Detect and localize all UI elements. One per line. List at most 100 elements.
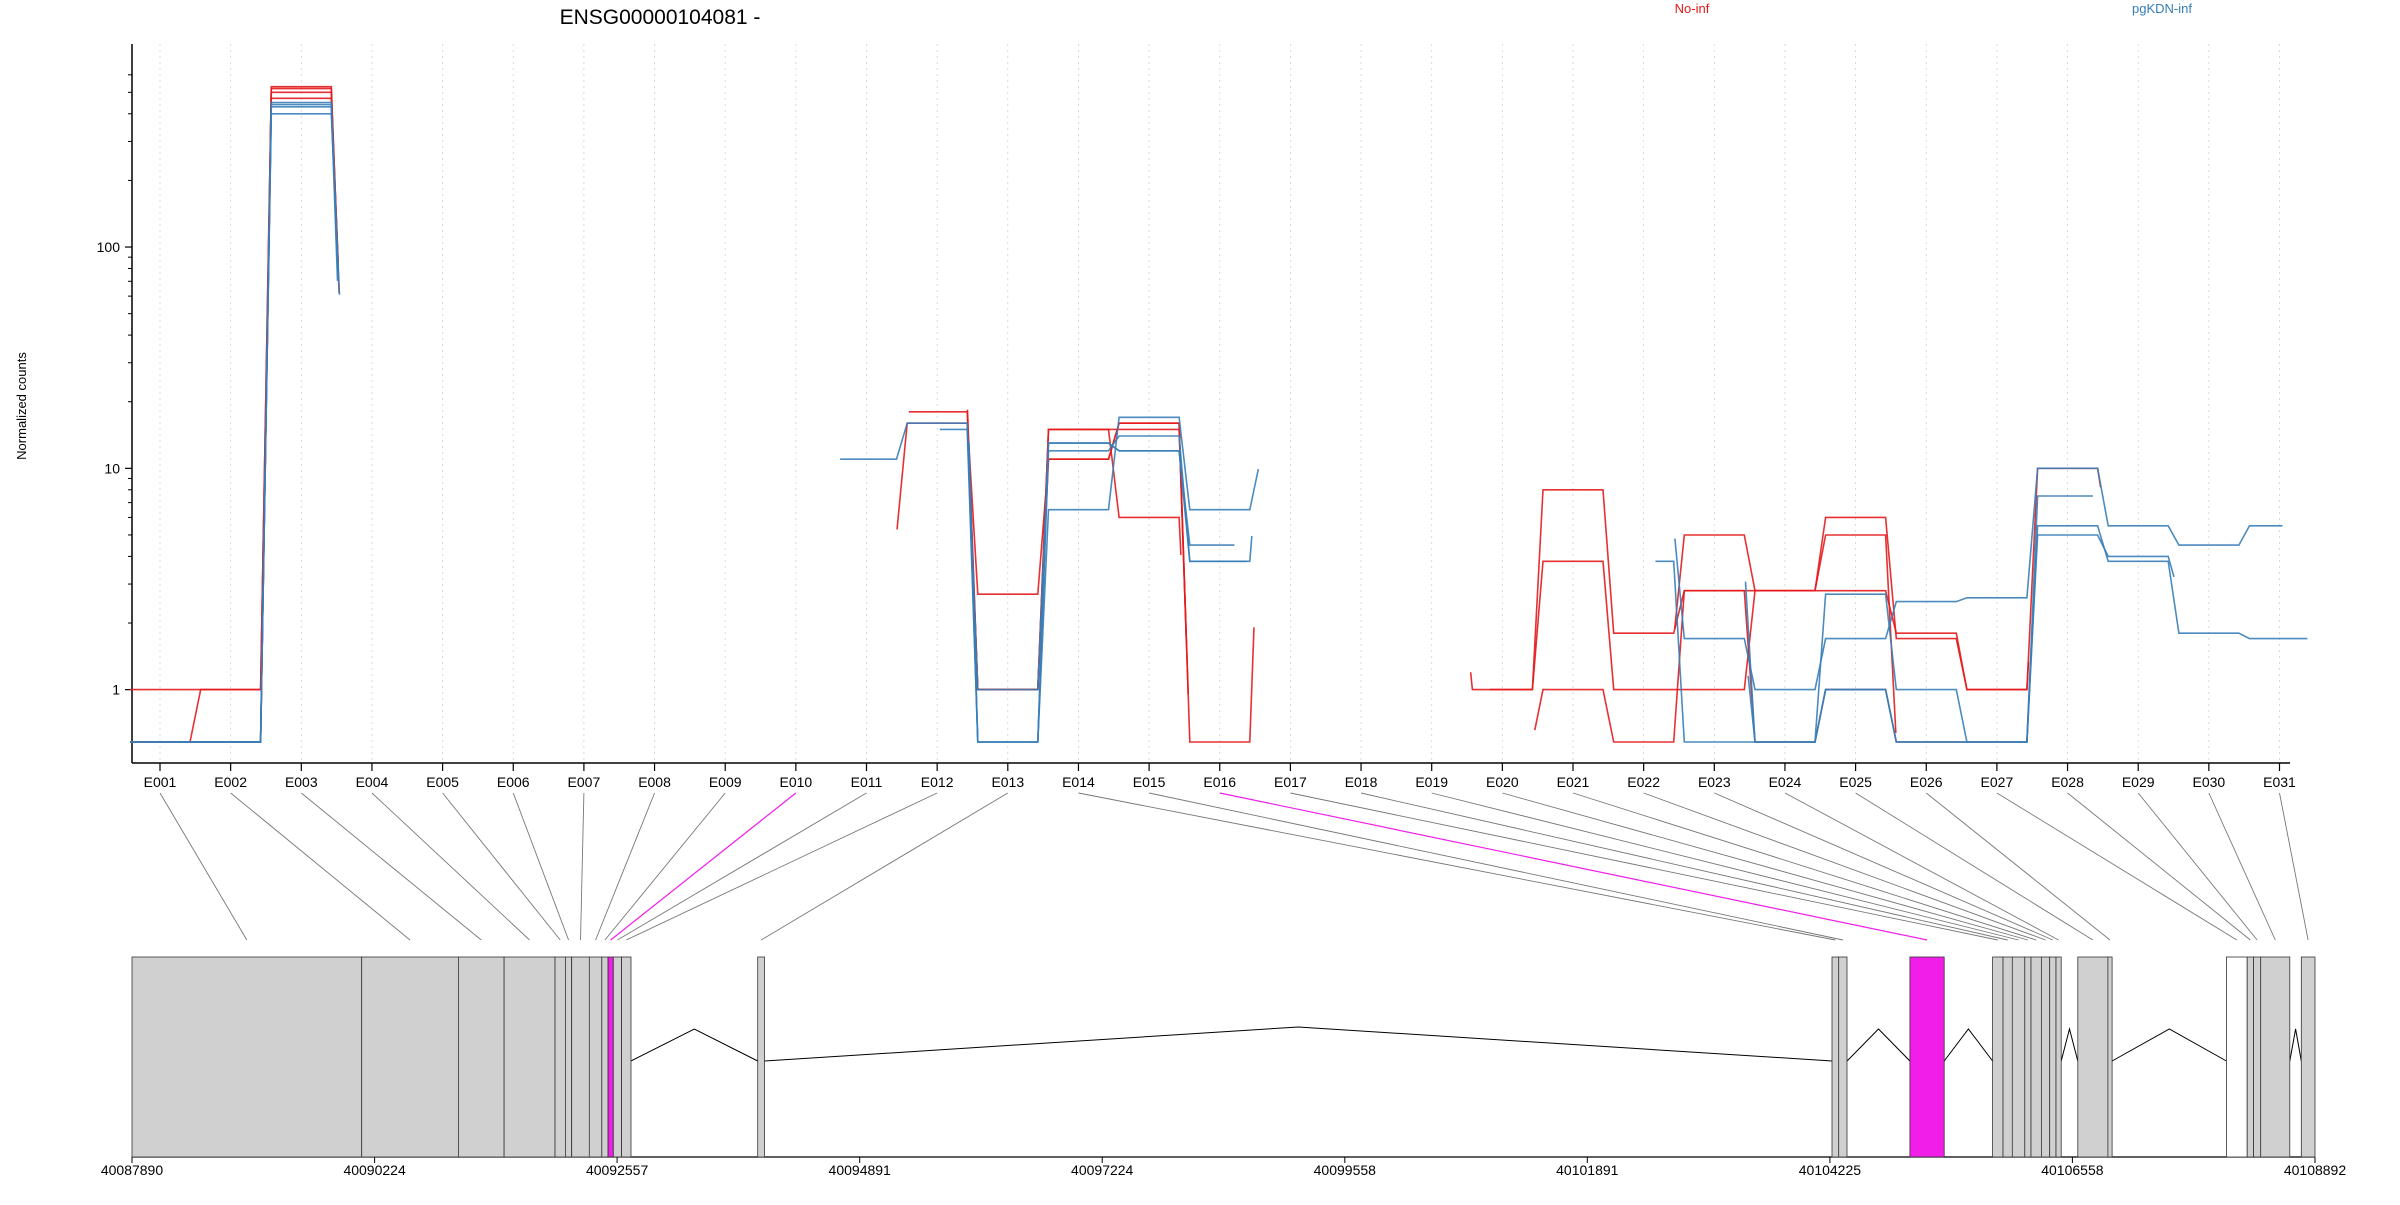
x-tick-label-E014: E014 <box>1062 774 1095 790</box>
series-line-pgKDN-inf-8 <box>130 103 2310 743</box>
connector-E030 <box>2208 792 2276 941</box>
x-tick-label-E015: E015 <box>1133 774 1166 790</box>
x-tick-label-E025: E025 <box>1839 774 1872 790</box>
connector-E018 <box>1360 792 2008 941</box>
series-line-pgKDN-inf-6 <box>130 101 2310 743</box>
exon-box-E026 <box>2107 956 2113 1158</box>
x-tick-label-E006: E006 <box>497 774 530 790</box>
axis-layer: 1 10 100 E001 E002 E003 E004 E005 E006 E007 E008 E0… <box>97 44 2296 790</box>
exon-box-E031 <box>2300 956 2316 1158</box>
connector-E001 <box>159 792 248 941</box>
connector-layer <box>159 792 2309 941</box>
series-line-pgKDN-inf-7 <box>130 106 2310 743</box>
exon-box-E029 <box>2253 956 2262 1158</box>
series-line-No-inf-3 <box>130 87 2310 743</box>
exon-box-E009 <box>601 956 609 1158</box>
genomic-tick-label-40104225: 40104225 <box>1799 1162 1862 1178</box>
connector-E009 <box>604 792 726 941</box>
exon-box-E017 <box>1992 956 2004 1158</box>
legend-no-inf: No-inf <box>1675 1 1710 16</box>
gene-model-layer: 40087890 40090224 40092557 40094891 40097224… <box>101 956 2347 1178</box>
exon-box-E013 <box>757 956 765 1158</box>
exon-box-E028 <box>2246 956 2254 1158</box>
chart-title: ENSG00000104081 - <box>560 6 761 29</box>
connector-E017 <box>1290 792 1998 941</box>
connector-E029 <box>2137 792 2258 941</box>
genomic-tick-label-40094891: 40094891 <box>829 1162 892 1178</box>
exon-box-E006 <box>565 956 573 1158</box>
connector-E015 <box>1149 792 1843 941</box>
exon-box-E023 <box>2049 956 2057 1158</box>
connector-E028 <box>2067 792 2251 941</box>
connector-E026 <box>1925 792 2111 941</box>
genomic-tick-label-40108892: 40108892 <box>2284 1162 2347 1178</box>
x-tick-label-E007: E007 <box>568 774 601 790</box>
y-tick-label-100: 100 <box>97 239 121 255</box>
connector-E002 <box>230 792 411 941</box>
exon-box-E025 <box>2077 956 2109 1158</box>
exon-box-E022 <box>2041 956 2051 1158</box>
x-tick-label-E005: E005 <box>426 774 459 790</box>
x-tick-label-E013: E013 <box>991 774 1024 790</box>
connector-E023 <box>1714 792 2054 941</box>
intron-E030-E031 <box>2289 1028 2302 1062</box>
connector-E012 <box>626 792 938 941</box>
connector-E007 <box>580 792 585 941</box>
connector-E024 <box>1784 792 2059 941</box>
exon-box-E008 <box>588 956 603 1158</box>
x-tick-label-E001: E001 <box>144 774 177 790</box>
x-tick-label-E004: E004 <box>356 774 389 790</box>
connector-E031 <box>2279 792 2309 941</box>
exon-box-E010 <box>607 956 614 1158</box>
x-tick-label-E024: E024 <box>1769 774 1802 790</box>
x-tick-label-E019: E019 <box>1415 774 1448 790</box>
x-tick-label-E002: E002 <box>214 774 247 790</box>
exon-box-E014 <box>1831 956 1840 1158</box>
exon-box-E012 <box>621 956 632 1158</box>
exon-box-E018 <box>2002 956 2013 1158</box>
intron-E016-E017 <box>1943 1028 1993 1062</box>
x-tick-label-E027: E027 <box>1981 774 2014 790</box>
series-line-No-inf-1 <box>130 85 2310 743</box>
connector-E011 <box>617 792 867 941</box>
exon-box-E003 <box>457 956 505 1158</box>
legend-pgkdn-inf: pgKDN-inf <box>2132 1 2192 16</box>
x-tick-label-E016: E016 <box>1203 774 1236 790</box>
exon-box-E019 <box>2011 956 2026 1158</box>
genomic-tick-label-40090224: 40090224 <box>343 1162 406 1178</box>
x-tick-label-E010: E010 <box>779 774 812 790</box>
y-tick-label-10: 10 <box>104 460 120 476</box>
exon-box-E011 <box>612 956 622 1158</box>
exon-box-E021 <box>2030 956 2042 1158</box>
intron-E026-E027 <box>2111 1028 2227 1062</box>
exon-box-E024 <box>2055 956 2062 1158</box>
exon-box-E004 <box>503 956 556 1158</box>
y-tick-label-1: 1 <box>112 682 120 698</box>
x-tick-label-E031: E031 <box>2263 774 2296 790</box>
connector-E019 <box>1431 792 2019 941</box>
exon-box-E016 <box>1909 956 1945 1158</box>
x-tick-label-E008: E008 <box>638 774 671 790</box>
x-tick-label-E012: E012 <box>921 774 954 790</box>
x-tick-label-E009: E009 <box>709 774 742 790</box>
x-tick-label-E028: E028 <box>2051 774 2084 790</box>
exon-box-E015 <box>1838 956 1848 1158</box>
connector-E005 <box>442 792 561 941</box>
exon-box-E020 <box>2024 956 2032 1158</box>
connector-E003 <box>301 792 482 941</box>
y-axis-label: Normalized counts <box>14 352 29 460</box>
connector-E025 <box>1855 792 2094 941</box>
exon-box-E007 <box>571 956 590 1158</box>
intron-E015-E016 <box>1846 1028 1911 1062</box>
exon-box-E001 <box>131 956 363 1158</box>
exon-box-E030 <box>2260 956 2291 1158</box>
connector-E016 <box>1219 792 1928 941</box>
connector-E022 <box>1643 792 2046 941</box>
series-line-pgKDN-inf-5 <box>130 113 2310 743</box>
genomic-tick-label-40087890: 40087890 <box>101 1162 164 1178</box>
intron-E013-E014 <box>764 1026 1833 1062</box>
x-tick-label-E029: E029 <box>2122 774 2155 790</box>
exon-box-E027 <box>2225 956 2248 1158</box>
exon-box-E005 <box>554 956 566 1158</box>
